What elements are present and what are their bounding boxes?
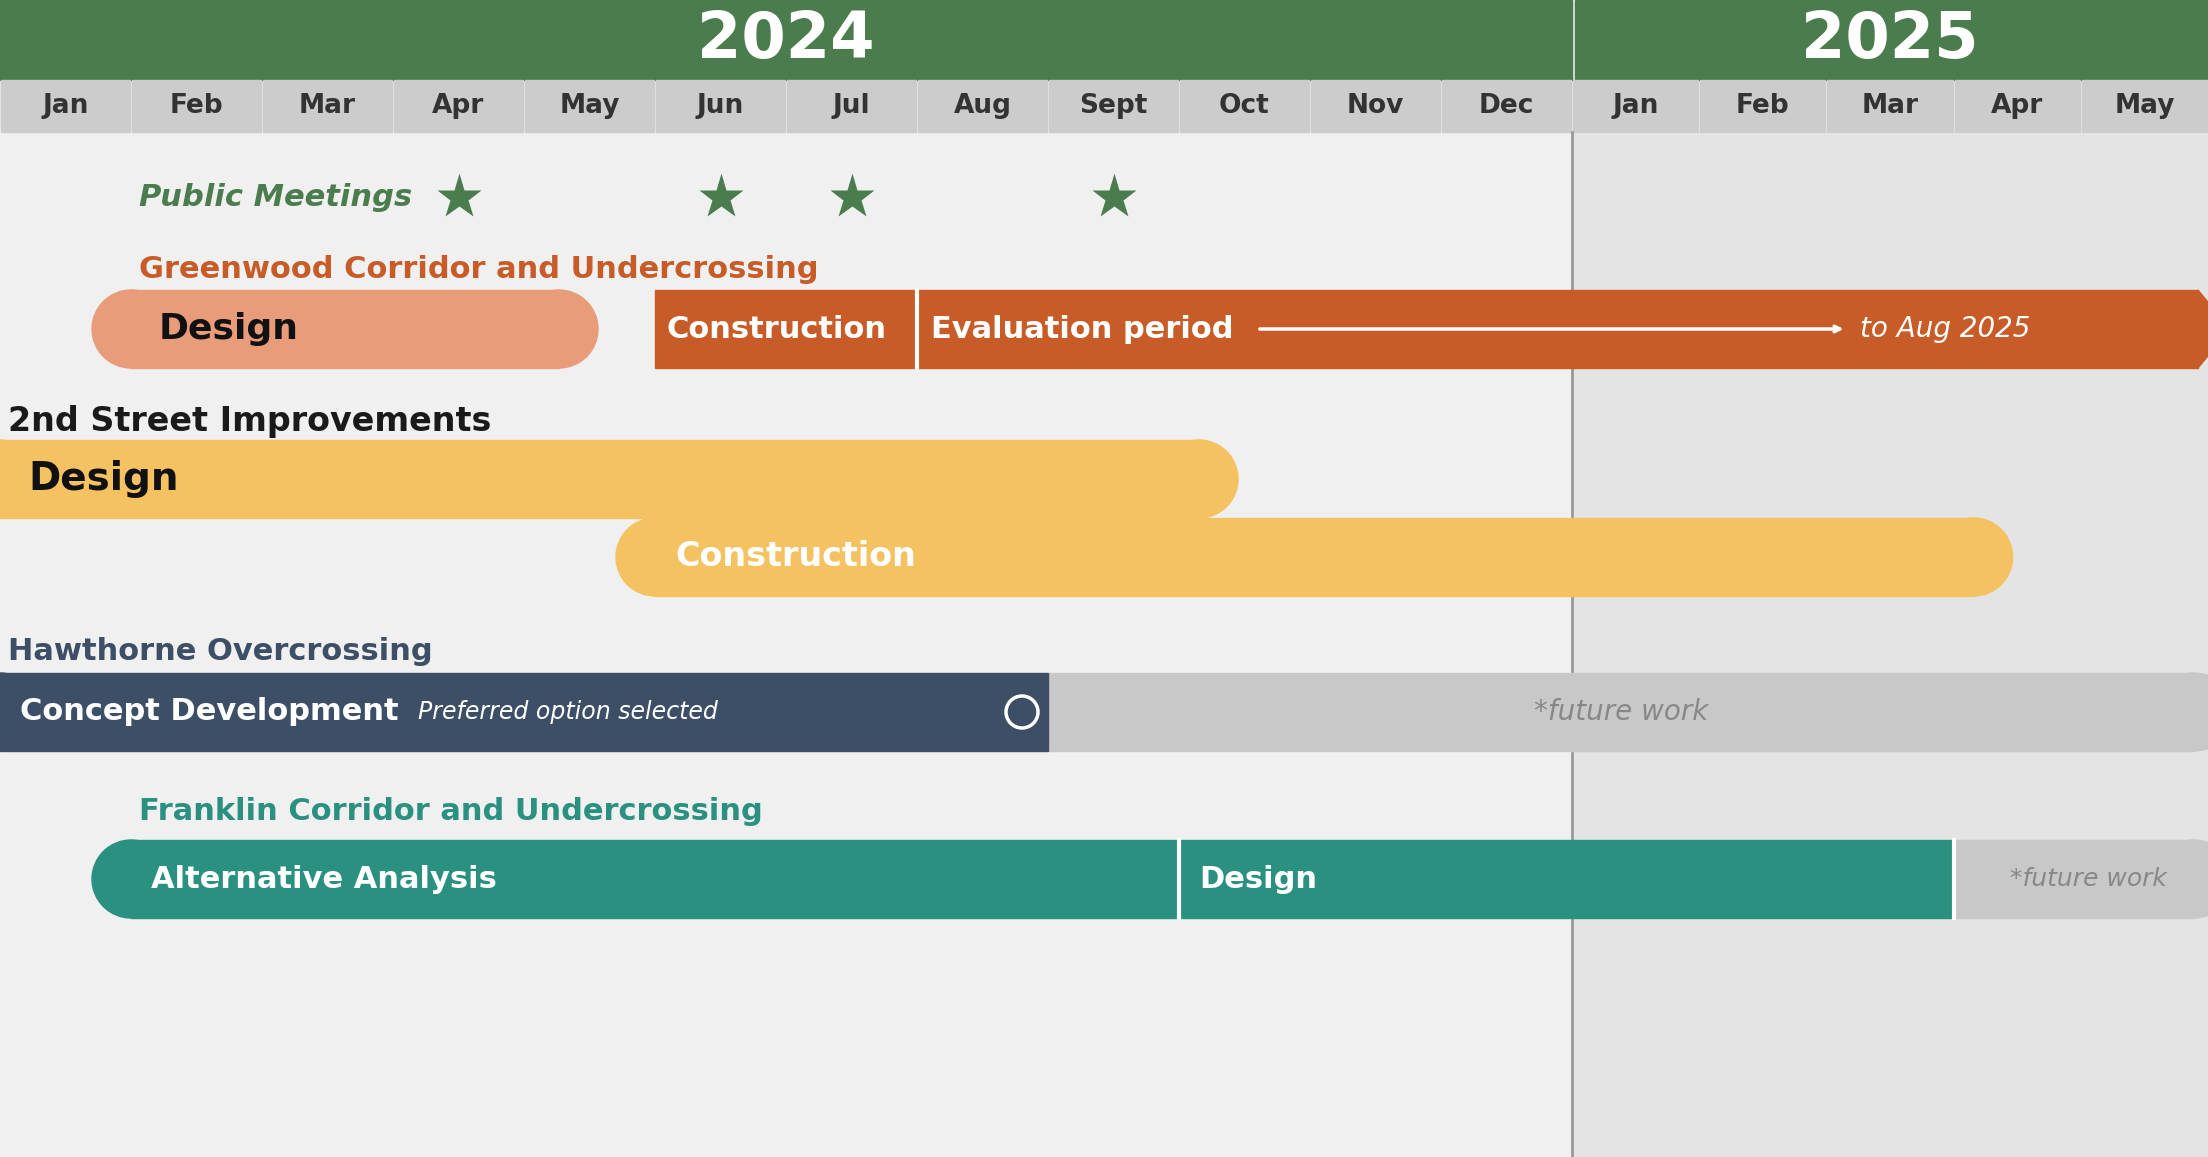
Polygon shape [2195,840,2208,918]
Bar [1179,80,1309,132]
Bar [0,80,130,132]
Ellipse shape [616,518,693,596]
Bar [1049,80,1179,132]
Bar [1049,673,2195,751]
Ellipse shape [0,673,40,751]
Bar [1179,840,1954,918]
Bar [526,80,654,132]
Text: Jan: Jan [1612,93,1658,119]
Ellipse shape [521,290,598,368]
Text: Franklin Corridor and Undercrossing: Franklin Corridor and Undercrossing [139,797,762,826]
Text: Mar: Mar [298,93,355,119]
Text: 2nd Street Improvements: 2nd Street Improvements [9,405,492,439]
Text: Apr: Apr [433,93,484,119]
Bar [656,518,1974,596]
Bar [0,0,1572,80]
Text: Apr: Apr [1992,93,2042,119]
Ellipse shape [93,840,170,918]
Text: Aug: Aug [954,93,1011,119]
Bar [1954,840,2195,918]
Text: 2024: 2024 [698,9,874,71]
Text: Jan: Jan [42,93,88,119]
Text: Oct: Oct [1219,93,1270,119]
Bar [1312,80,1440,132]
Text: Jun: Jun [698,93,744,119]
Text: Evaluation period: Evaluation period [932,315,1234,344]
Text: *future work: *future work [1535,698,1709,725]
Bar [786,80,916,132]
Bar [132,80,261,132]
Text: Mar: Mar [1861,93,1919,119]
Bar [130,840,1179,918]
Text: Nov: Nov [1347,93,1404,119]
Bar [0,673,1049,751]
Ellipse shape [2155,840,2208,918]
Ellipse shape [1934,518,2014,596]
Text: Public Meetings: Public Meetings [139,183,413,212]
Text: Preferred option selected: Preferred option selected [417,700,718,724]
Text: May: May [559,93,620,119]
Bar [1572,132,2208,1157]
Text: Sept: Sept [1080,93,1148,119]
Text: Concept Development: Concept Development [20,698,400,727]
Ellipse shape [1159,440,1239,518]
Text: Design: Design [159,312,298,346]
Text: Feb: Feb [170,93,223,119]
Ellipse shape [93,290,170,368]
Bar [2082,80,2208,132]
Text: Alternative Analysis: Alternative Analysis [150,864,497,893]
Bar [656,80,786,132]
Bar [1828,80,1952,132]
Text: Greenwood Corridor and Undercrossing: Greenwood Corridor and Undercrossing [139,255,819,283]
Text: Construction: Construction [667,315,888,344]
Bar [393,80,523,132]
Text: Dec: Dec [1479,93,1535,119]
Text: Jul: Jul [832,93,870,119]
Bar [1700,80,1826,132]
Ellipse shape [2155,673,2208,751]
Text: Feb: Feb [1735,93,1791,119]
Text: Construction: Construction [676,540,916,574]
Ellipse shape [0,440,40,518]
Text: *future work: *future work [2009,867,2168,891]
Bar [130,290,559,368]
Bar [919,80,1047,132]
Text: Hawthorne Overcrossing: Hawthorne Overcrossing [9,638,433,666]
Text: Design: Design [1199,864,1316,893]
Text: Design: Design [29,460,179,498]
Polygon shape [2195,673,2208,751]
Bar [1572,80,1698,132]
Bar [0,440,1199,518]
Bar [1442,80,1572,132]
Bar [1954,80,2080,132]
Bar [1574,0,2208,80]
Bar [263,80,393,132]
Text: to Aug 2025: to Aug 2025 [1861,315,2031,342]
Bar [656,290,916,368]
Text: 2025: 2025 [1802,9,1978,71]
Text: May: May [2113,93,2175,119]
Polygon shape [2197,290,2208,368]
Bar [0,132,1572,1157]
Bar [916,290,2197,368]
